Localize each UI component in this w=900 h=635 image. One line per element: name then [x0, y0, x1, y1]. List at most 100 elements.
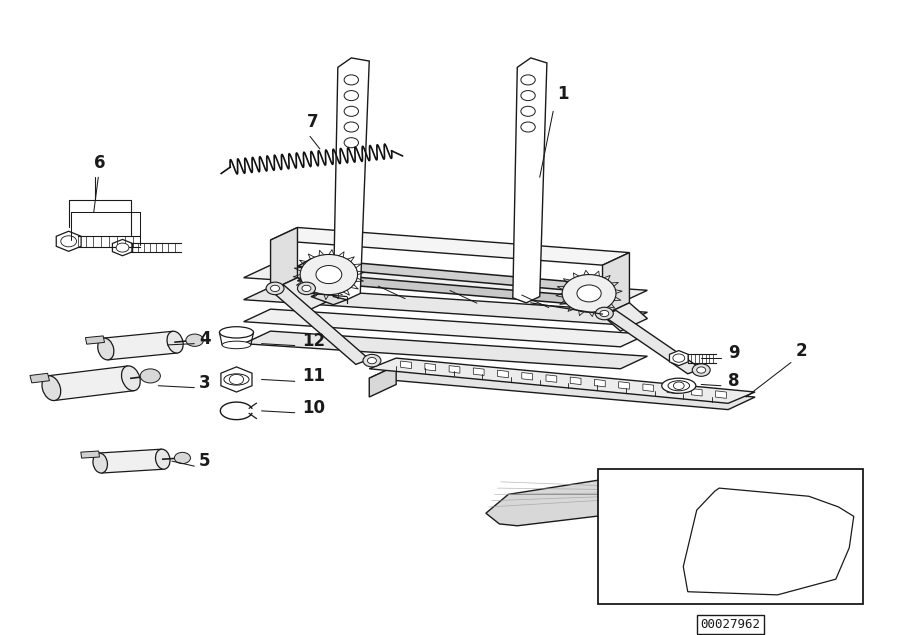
Text: 8: 8 — [728, 371, 740, 390]
Polygon shape — [618, 382, 629, 389]
Polygon shape — [498, 370, 508, 378]
Polygon shape — [244, 309, 647, 347]
Polygon shape — [81, 451, 100, 458]
Circle shape — [344, 106, 358, 116]
Circle shape — [363, 354, 381, 367]
Polygon shape — [683, 488, 854, 595]
Polygon shape — [513, 58, 547, 303]
Text: 12: 12 — [302, 331, 325, 349]
Text: 11: 11 — [302, 367, 325, 385]
Circle shape — [521, 75, 535, 85]
Circle shape — [271, 285, 280, 291]
Circle shape — [344, 122, 358, 132]
Polygon shape — [473, 368, 484, 375]
Circle shape — [61, 236, 76, 247]
Circle shape — [367, 358, 376, 364]
Circle shape — [140, 369, 160, 383]
Circle shape — [316, 265, 342, 284]
Ellipse shape — [668, 381, 689, 391]
Ellipse shape — [224, 374, 249, 385]
Polygon shape — [486, 472, 760, 526]
Polygon shape — [667, 386, 678, 394]
Ellipse shape — [122, 366, 140, 391]
Circle shape — [298, 282, 315, 295]
Circle shape — [692, 364, 710, 377]
Ellipse shape — [42, 376, 60, 401]
Circle shape — [599, 311, 608, 317]
Circle shape — [344, 91, 358, 100]
Polygon shape — [691, 389, 702, 396]
Polygon shape — [244, 287, 647, 325]
Polygon shape — [271, 285, 369, 364]
Text: 7: 7 — [306, 113, 318, 131]
Polygon shape — [546, 375, 557, 382]
Text: 9: 9 — [728, 344, 740, 362]
Circle shape — [230, 375, 244, 384]
Circle shape — [595, 307, 613, 320]
Text: 3: 3 — [199, 373, 211, 392]
Polygon shape — [30, 373, 50, 383]
Text: 10: 10 — [302, 399, 325, 417]
Polygon shape — [104, 331, 177, 360]
Polygon shape — [716, 391, 726, 398]
Circle shape — [116, 243, 129, 252]
Polygon shape — [369, 366, 396, 397]
Polygon shape — [602, 311, 701, 374]
Text: 00027962: 00027962 — [700, 618, 760, 631]
Circle shape — [301, 255, 357, 295]
Polygon shape — [369, 358, 755, 403]
Circle shape — [302, 285, 310, 291]
Polygon shape — [571, 377, 581, 385]
Circle shape — [344, 75, 358, 85]
Polygon shape — [56, 231, 81, 251]
Ellipse shape — [167, 331, 184, 353]
Polygon shape — [643, 384, 653, 391]
Polygon shape — [602, 253, 629, 316]
Polygon shape — [244, 265, 647, 303]
Text: 4: 4 — [199, 330, 211, 347]
Text: 2: 2 — [796, 342, 807, 360]
Polygon shape — [595, 379, 605, 387]
Ellipse shape — [93, 453, 107, 473]
Polygon shape — [369, 366, 755, 410]
Circle shape — [266, 282, 284, 295]
Ellipse shape — [220, 326, 254, 338]
Ellipse shape — [156, 449, 170, 469]
Polygon shape — [271, 277, 338, 309]
Polygon shape — [602, 303, 647, 331]
Polygon shape — [49, 366, 134, 401]
Polygon shape — [449, 366, 460, 373]
Polygon shape — [99, 449, 164, 473]
Text: 6: 6 — [94, 154, 105, 172]
Polygon shape — [298, 273, 611, 306]
Ellipse shape — [222, 341, 251, 349]
Polygon shape — [333, 58, 369, 300]
Text: 5: 5 — [199, 452, 211, 470]
Circle shape — [521, 91, 535, 100]
Text: 1: 1 — [558, 84, 569, 103]
Polygon shape — [400, 361, 411, 368]
Circle shape — [577, 285, 601, 302]
Polygon shape — [271, 227, 629, 265]
Circle shape — [521, 122, 535, 132]
Circle shape — [673, 354, 685, 362]
Ellipse shape — [662, 378, 696, 393]
Polygon shape — [670, 351, 688, 366]
Circle shape — [344, 138, 358, 148]
FancyBboxPatch shape — [598, 469, 863, 605]
Polygon shape — [244, 331, 647, 369]
Ellipse shape — [98, 338, 114, 360]
Polygon shape — [271, 227, 298, 290]
Polygon shape — [112, 239, 132, 256]
Circle shape — [759, 514, 788, 534]
Circle shape — [175, 452, 191, 464]
Circle shape — [562, 274, 616, 312]
Polygon shape — [298, 259, 611, 293]
Circle shape — [521, 106, 535, 116]
Polygon shape — [425, 363, 436, 371]
Polygon shape — [522, 373, 533, 380]
Polygon shape — [310, 291, 346, 305]
Circle shape — [186, 334, 203, 346]
Polygon shape — [86, 336, 104, 344]
Circle shape — [673, 382, 684, 389]
